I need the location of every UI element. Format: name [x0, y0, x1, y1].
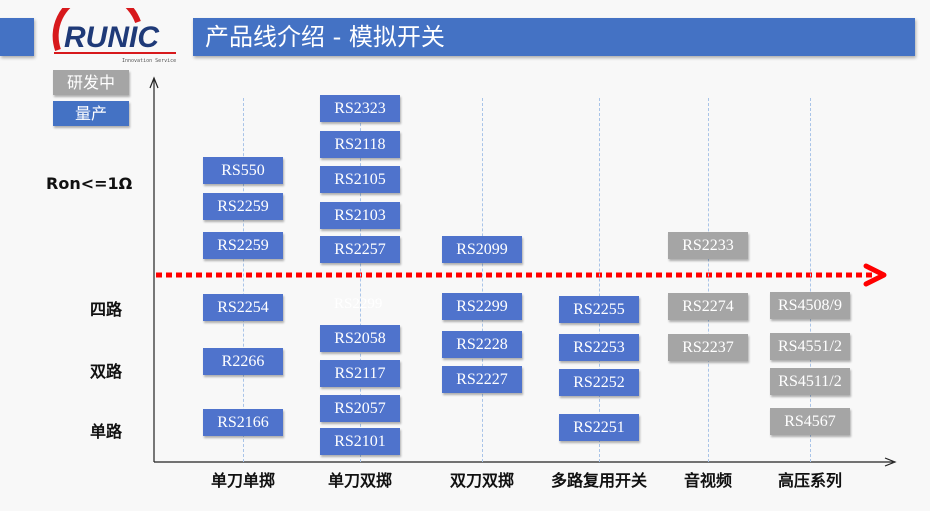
part-box: RS550: [203, 157, 283, 184]
part-box: RS2259: [203, 232, 283, 259]
svg-text:Innovation Service: Innovation Service: [122, 58, 176, 64]
column-guide-line: [482, 98, 483, 462]
ghost-part-label: RS2299: [334, 296, 383, 312]
part-box: RS4567: [770, 408, 850, 435]
part-box: RS2228: [442, 331, 522, 358]
part-box: RS2118: [320, 131, 400, 158]
part-box: RS2105: [320, 166, 400, 193]
column-guide-line: [708, 98, 709, 462]
part-box: RS2117: [320, 360, 400, 387]
page-title: 产品线介绍 - 模拟开关: [193, 18, 915, 56]
part-box: RS2237: [668, 334, 748, 361]
part-box: RS2255: [559, 296, 639, 323]
part-box: RS2233: [668, 232, 748, 259]
x-label-category: 单刀单掷: [210, 471, 276, 490]
column-guide-line: [243, 98, 244, 462]
part-box: RS2099: [442, 236, 522, 263]
y-label-quad: 四路: [90, 300, 123, 319]
column-guide-line: [360, 98, 361, 462]
part-box: RS2103: [320, 202, 400, 229]
part-box: RS2166: [203, 409, 283, 436]
part-box: RS2251: [559, 414, 639, 441]
column-guide-line: [599, 98, 600, 462]
y-label-dual: 双路: [90, 362, 123, 381]
part-box: RS2227: [442, 366, 522, 393]
legend-in-development: 研发中: [53, 70, 129, 95]
part-box: RS2299: [442, 293, 522, 320]
part-box: RS2257: [320, 236, 400, 263]
part-box: RS4551/2: [770, 333, 850, 360]
part-box: RS2253: [559, 334, 639, 361]
part-box: RS2101: [320, 428, 400, 455]
part-box: RS2274: [668, 293, 748, 320]
x-label-category: 多路复用开关: [550, 471, 648, 490]
left-tab-decoration: [0, 18, 34, 56]
threshold-arrow-icon: [863, 263, 887, 287]
svg-text:RUNIC: RUNIC: [64, 21, 160, 54]
part-box: RS2252: [559, 369, 639, 396]
legend-mass-production: 量产: [53, 101, 129, 126]
part-box: RS2259: [203, 193, 283, 220]
part-box: RS2057: [320, 395, 400, 422]
part-box: RS2254: [203, 294, 283, 321]
x-label-category: 单刀双掷: [327, 471, 393, 490]
part-box: R2266: [203, 348, 283, 375]
part-box: RS4511/2: [770, 368, 850, 395]
y-label-single: 单路: [90, 422, 123, 441]
part-box: RS4508/9: [770, 292, 850, 319]
x-label-category: 音视频: [683, 471, 733, 490]
part-box: RS2058: [320, 325, 400, 352]
y-label-ron: Ron<=1Ω: [46, 174, 133, 193]
x-label-category: 高压系列: [777, 471, 843, 490]
x-axis-arrow-icon: [884, 457, 897, 467]
part-box: RS2323: [320, 95, 400, 122]
x-label-category: 双刀双掷: [449, 471, 515, 490]
column-guide-line: [810, 98, 811, 462]
y-axis-arrow-icon: [149, 76, 159, 89]
